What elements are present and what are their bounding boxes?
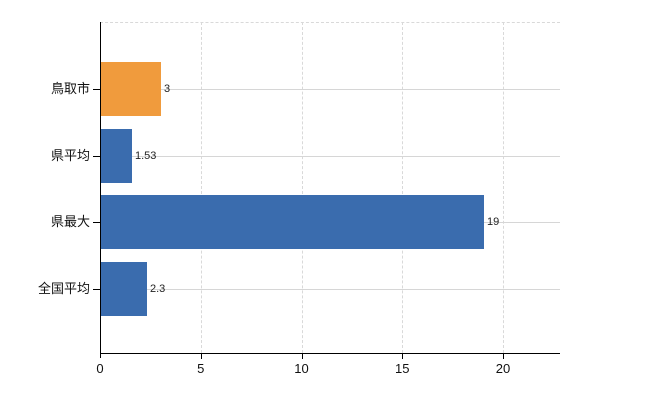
category-tick: [93, 288, 100, 290]
x-axis-tick: [301, 354, 303, 359]
x-tick-label: 0: [96, 361, 104, 376]
category-gridline: [100, 89, 560, 90]
x-tick-label: 15: [395, 361, 410, 376]
bar-value-label: 2.3: [150, 282, 166, 295]
category-label: 県平均: [50, 147, 90, 163]
category-label: 全国平均: [37, 280, 90, 296]
bar-value-label: 3: [164, 83, 171, 95]
x-tick-label: 5: [197, 361, 205, 376]
category-tick: [93, 222, 100, 223]
x-axis-line: [100, 353, 560, 354]
y-axis-line: [100, 22, 101, 358]
x-axis-tick: [503, 354, 504, 359]
vertical-gridline: [503, 22, 504, 353]
category-label: 鳥取市: [50, 81, 90, 96]
bar-value-label: 19: [487, 216, 500, 228]
bar: [101, 128, 132, 183]
x-tick-label: 20: [495, 361, 511, 376]
bar: [101, 195, 484, 249]
x-axis-tick: [200, 354, 202, 359]
bar-value-label: 1.53: [135, 149, 157, 162]
x-tick-label: 10: [294, 361, 309, 376]
category-gridline: [100, 155, 560, 157]
plot-top-border: [100, 22, 560, 23]
category-label: 県最大: [50, 214, 90, 229]
vertical-gridline: [200, 22, 202, 353]
category-tick: [93, 155, 100, 157]
category-tick: [93, 89, 100, 90]
bar: [101, 261, 147, 316]
category-gridline: [100, 288, 560, 290]
bar: [101, 62, 161, 116]
vertical-gridline: [301, 22, 303, 353]
vertical-gridline: [402, 22, 404, 353]
x-axis-tick: [402, 354, 404, 359]
